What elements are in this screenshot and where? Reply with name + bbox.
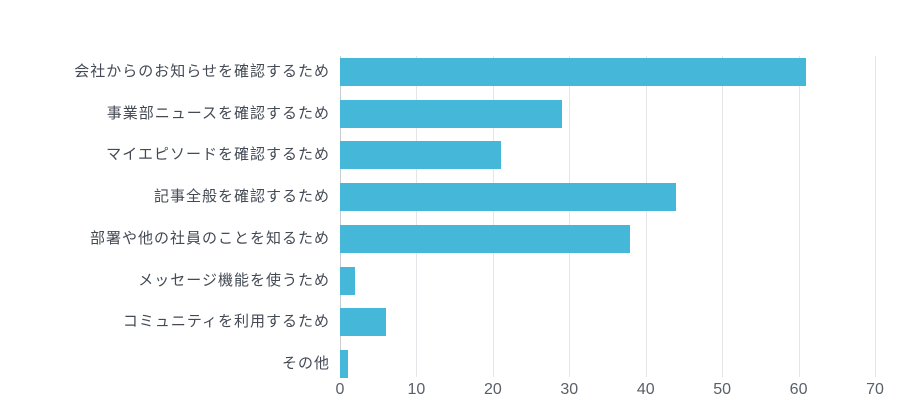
gridline [645, 56, 647, 377]
bar [340, 308, 386, 337]
gridline [798, 56, 800, 377]
category-label: 事業部ニュースを確認するため [106, 104, 330, 122]
gridline [492, 56, 494, 377]
category-label: マイエピソードを確認するため [106, 146, 330, 164]
bar [340, 183, 677, 212]
category-label: コミュニティを利用するため [122, 313, 330, 331]
x-axis-tick-label: 20 [483, 381, 502, 398]
gridline [416, 56, 418, 377]
zero-axis-line [340, 56, 341, 377]
category-label: その他 [281, 354, 330, 372]
bar [340, 349, 348, 378]
gridline [875, 56, 876, 377]
bar [340, 99, 562, 128]
category-label: 部署や他の社員のことを知るため [89, 229, 330, 247]
x-axis-tick-label: 10 [407, 381, 426, 398]
bar [340, 58, 807, 86]
category-label: 記事全般を確認するため [153, 188, 330, 206]
gridline [722, 56, 724, 377]
x-axis-tick-label: 40 [636, 381, 655, 398]
x-axis-tick-label: 50 [713, 381, 732, 398]
category-label: メッセージ機能を使うため [138, 271, 330, 289]
x-axis-tick-label: 30 [560, 381, 579, 398]
gridline [569, 56, 571, 377]
bar [340, 224, 631, 253]
bar [340, 266, 356, 295]
bar [340, 141, 501, 170]
x-axis-tick-label: 0 [335, 381, 345, 398]
category-label: 会社からのお知らせを確認するため [74, 63, 330, 80]
x-axis-tick-label: 70 [866, 381, 884, 398]
x-axis-tick-label: 60 [789, 381, 808, 398]
